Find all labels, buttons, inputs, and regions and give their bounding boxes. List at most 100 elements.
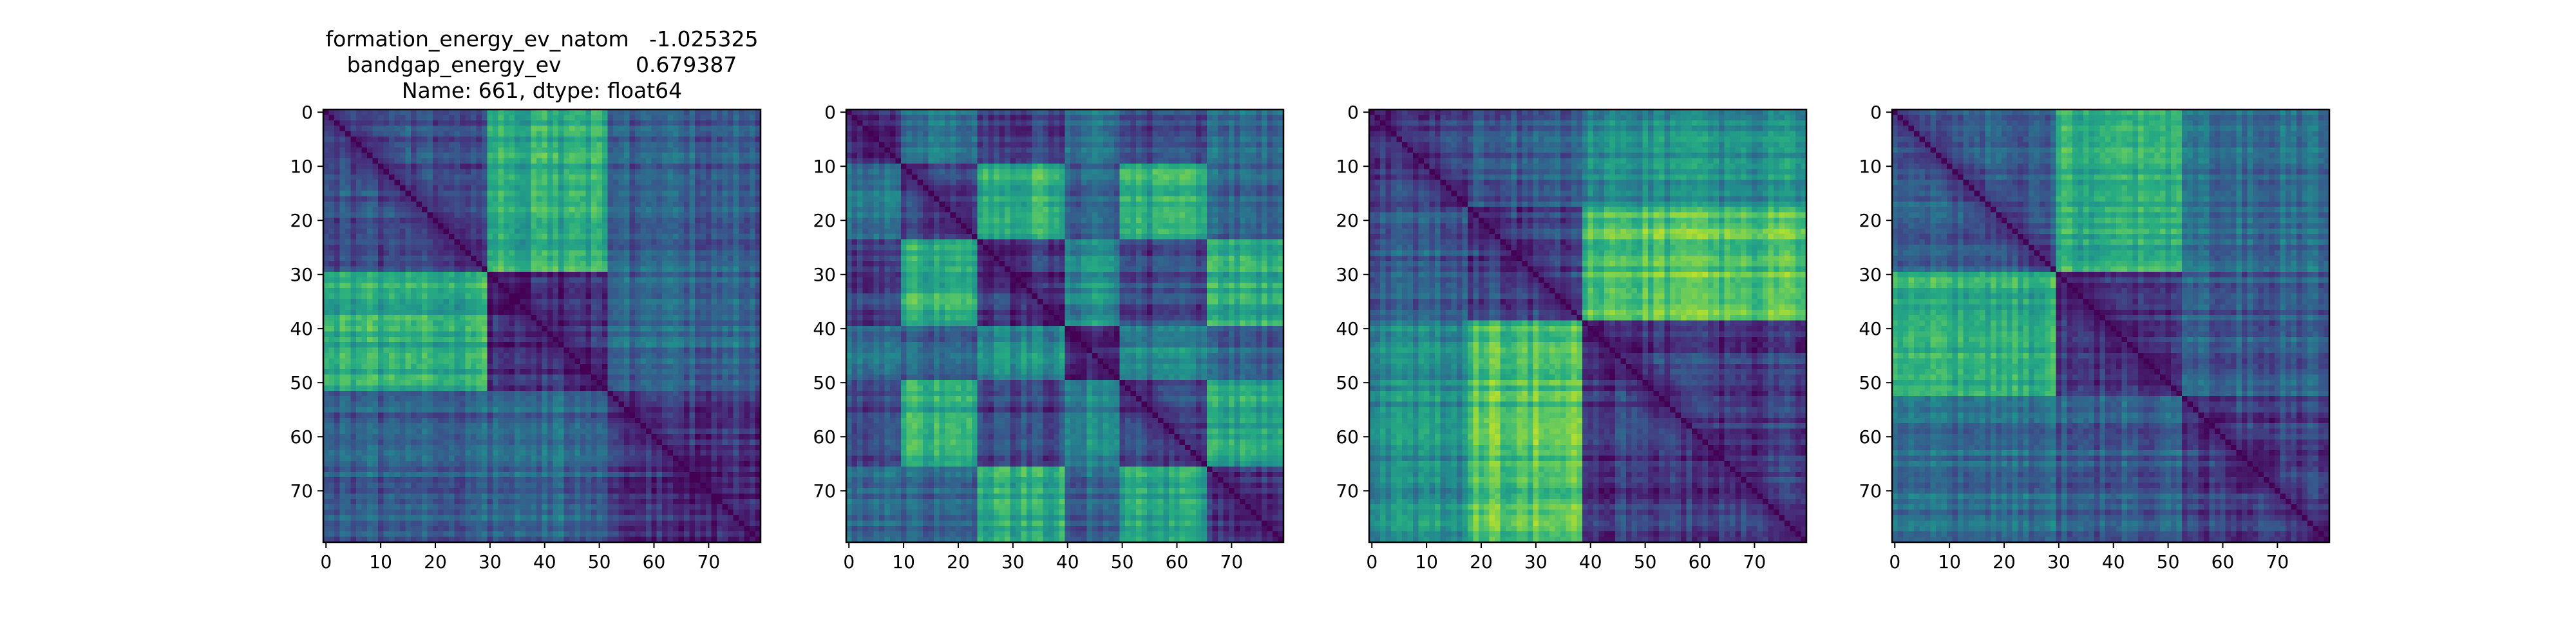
heatmap-cell — [695, 412, 701, 418]
heatmap-cell — [411, 256, 417, 261]
heatmap-cell — [328, 304, 334, 310]
heatmap-cell — [569, 326, 575, 332]
heatmap-cell — [690, 250, 696, 256]
heatmap-cell — [531, 229, 537, 234]
heatmap-cell — [383, 120, 389, 126]
heatmap-cell — [350, 223, 356, 229]
heatmap-cell — [350, 185, 356, 191]
heatmap-cell — [509, 245, 515, 251]
heatmap-cell — [558, 353, 564, 359]
heatmap-cell — [607, 207, 613, 213]
heatmap-cell — [356, 348, 362, 354]
heatmap-cell — [411, 326, 417, 332]
heatmap-cell — [449, 158, 455, 164]
heatmap-cell — [449, 137, 455, 142]
heatmap-cell — [334, 158, 340, 164]
heatmap-cell — [372, 321, 378, 327]
heatmap-cell — [372, 380, 378, 386]
heatmap-cell — [602, 131, 608, 137]
heatmap-cell — [580, 218, 586, 223]
heatmap-cell — [356, 310, 362, 316]
heatmap-cell — [400, 196, 406, 202]
heatmap-cell — [734, 385, 739, 391]
heatmap-cell — [444, 396, 450, 402]
heatmap-cell — [580, 439, 586, 445]
heatmap-cell — [695, 396, 701, 402]
heatmap-cell — [624, 310, 630, 316]
heatmap-cell — [564, 213, 569, 218]
heatmap-cell — [350, 434, 356, 440]
heatmap-cell — [695, 337, 701, 343]
heatmap-cell — [372, 137, 378, 142]
heatmap-cell — [629, 191, 635, 196]
heatmap-cell — [607, 175, 613, 180]
heatmap-cell — [646, 407, 652, 413]
heatmap-cell — [444, 131, 450, 137]
heatmap-cell — [411, 331, 417, 337]
heatmap-cell — [509, 261, 515, 267]
heatmap-cell — [498, 240, 504, 245]
heatmap-cell — [580, 326, 586, 332]
heatmap-cell — [651, 256, 657, 261]
heatmap-cell — [509, 423, 515, 429]
heatmap-cell — [400, 240, 406, 245]
heatmap-cell — [526, 315, 531, 321]
heatmap-cell — [723, 109, 728, 115]
heatmap-cell — [493, 434, 498, 440]
heatmap-cell — [717, 310, 723, 316]
heatmap-cell — [580, 137, 586, 142]
heatmap-cell — [433, 115, 439, 120]
heatmap-cell — [367, 267, 373, 272]
heatmap-cell — [547, 120, 553, 126]
heatmap-cell — [471, 439, 477, 445]
heatmap-cell — [613, 250, 619, 256]
heatmap-cell — [673, 191, 679, 196]
heatmap-cell — [690, 277, 696, 283]
heatmap-cell — [466, 429, 471, 435]
heatmap-cell — [411, 191, 417, 196]
heatmap-cell — [684, 213, 690, 218]
heatmap-cell — [640, 272, 646, 278]
heatmap-cell — [657, 147, 663, 153]
heatmap-cell — [422, 137, 428, 142]
heatmap-cell — [640, 213, 646, 218]
heatmap-cell — [580, 240, 586, 245]
heatmap-cell — [750, 153, 755, 158]
heatmap-cell — [400, 445, 406, 451]
heatmap-cell — [613, 169, 619, 175]
heatmap-cell — [361, 418, 367, 424]
heatmap-cell — [378, 202, 384, 207]
heatmap-cell — [613, 229, 619, 234]
heatmap-cell — [411, 380, 417, 386]
heatmap-cell — [690, 267, 696, 272]
heatmap-cell — [350, 283, 356, 289]
heatmap-cell — [477, 267, 482, 272]
heatmap-cell — [684, 223, 690, 229]
heatmap-cell — [723, 407, 728, 413]
heatmap-cell — [640, 115, 646, 120]
heatmap-cell — [596, 120, 602, 126]
heatmap-cell — [482, 245, 488, 251]
heatmap-cell — [635, 207, 641, 213]
heatmap-cell — [323, 267, 329, 272]
heatmap-cell — [488, 391, 493, 397]
heatmap-cell — [580, 234, 586, 240]
heatmap-cell — [526, 218, 531, 223]
heatmap-cell — [356, 375, 362, 381]
heatmap-cell — [553, 120, 558, 126]
heatmap-cell — [411, 342, 417, 348]
heatmap-cell — [701, 304, 706, 310]
heatmap-cell — [717, 175, 723, 180]
heatmap-cell — [657, 423, 663, 429]
heatmap-cell — [411, 180, 417, 185]
heatmap-cell — [471, 337, 477, 343]
heatmap-cell — [750, 277, 755, 283]
heatmap-cell — [580, 331, 586, 337]
heatmap-cell — [455, 288, 460, 294]
heatmap-cell — [339, 229, 345, 234]
heatmap-cell — [542, 304, 548, 310]
heatmap-cell — [591, 429, 597, 435]
heatmap-cell — [323, 234, 329, 240]
heatmap-cell — [323, 153, 329, 158]
heatmap-cell — [564, 375, 569, 381]
